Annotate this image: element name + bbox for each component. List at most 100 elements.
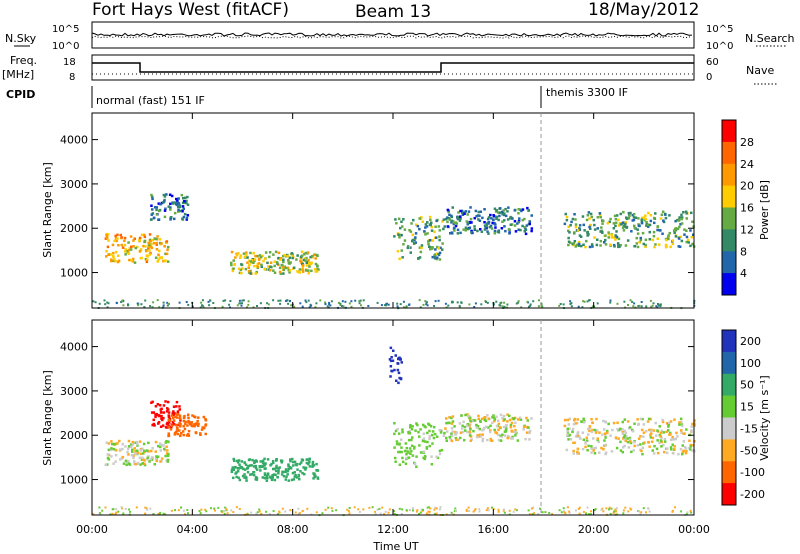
power-cell-3 (418, 256, 422, 259)
power-cell-0 (158, 249, 161, 253)
velocity-cell-3 (272, 461, 275, 464)
power-cell-1 (155, 213, 159, 216)
power-cell-3 (435, 257, 439, 261)
velocity-ground-cell (608, 506, 611, 509)
power-ground-cell (633, 302, 636, 305)
velocity-cell-3 (277, 467, 280, 470)
power-cell-3 (397, 217, 401, 221)
velocity-cell-0 (122, 462, 126, 465)
power-cell-0 (167, 245, 170, 249)
velocity-cell-0 (111, 442, 114, 446)
velocity-cell-3 (263, 472, 267, 475)
velocity-cell-1 (172, 423, 176, 426)
velocity-ground-cell (539, 507, 541, 510)
velocity-cell-2 (193, 424, 196, 428)
velocity-cell-2 (197, 416, 200, 419)
velocity-cell-6 (514, 416, 517, 420)
velocity-cell-6 (525, 431, 529, 434)
velocity-cell-7 (603, 432, 607, 435)
velocity-ground-cell (465, 510, 468, 512)
velocity-cell-3 (243, 473, 246, 476)
velocity-cell-3 (280, 473, 284, 476)
velocity-cell-6 (450, 416, 453, 420)
power-ground-cell (168, 302, 170, 305)
power-cell-4 (506, 218, 510, 221)
velocity-cell-5 (442, 434, 446, 437)
power-ytick-label-1: 2000 (60, 222, 88, 235)
power-swatch-3 (722, 185, 736, 208)
velocity-cell-0 (114, 460, 117, 463)
power-cell-5 (646, 223, 649, 227)
power-ground-cell (326, 305, 329, 308)
velocity-cell-7 (658, 425, 661, 428)
velocity-cell-3 (263, 467, 266, 470)
velocity-cell-7 (602, 419, 605, 423)
velocity-cell-2 (187, 434, 191, 437)
power-cell-4 (492, 215, 496, 218)
velocity-swatch-3 (722, 395, 736, 418)
velocity-cell-7 (688, 439, 691, 442)
velocity-cell-7 (576, 418, 579, 421)
velocity-cell-6 (510, 430, 514, 433)
velocity-cell-1 (162, 404, 166, 407)
velocity-ground-cell (277, 513, 279, 516)
velocity-ground-cell (514, 508, 517, 511)
velocity-ground-cell (393, 510, 395, 513)
power-cell-5 (599, 239, 603, 243)
velocity-cell-7 (637, 437, 641, 440)
velocity-cell-2 (204, 423, 208, 426)
velocity-cell-2 (172, 419, 176, 422)
power-cell-3 (438, 251, 442, 255)
velocity-cell-7 (615, 446, 619, 450)
power-cell-5 (666, 236, 670, 239)
velocity-ground-cell (527, 509, 530, 512)
power-cell-5 (689, 244, 692, 248)
velocity-cell-6 (498, 426, 502, 429)
velocity-cell-6 (489, 429, 492, 432)
power-cell-5 (635, 242, 638, 245)
velocity-ground-cell (246, 513, 249, 516)
power-cell-5 (617, 243, 620, 246)
power-ground-cell (433, 305, 436, 307)
velocity-ground-cell (563, 510, 566, 513)
power-cell-0 (139, 248, 143, 251)
power-cell-5 (588, 245, 592, 249)
power-cell-2 (296, 270, 299, 273)
power-cell-0 (138, 249, 142, 253)
power-cell-4 (459, 217, 462, 220)
power-cell-5 (674, 228, 677, 232)
power-cell-5 (677, 245, 680, 248)
velocity-cell-5 (406, 450, 409, 453)
velocity-cell-2 (183, 414, 186, 418)
velocity-ground-cell (627, 510, 630, 513)
power-cell-5 (685, 212, 688, 215)
power-cell-1 (181, 201, 185, 205)
power-cell-2 (268, 255, 271, 259)
velocity-cell-7 (693, 424, 696, 427)
velocity-cell-6 (525, 416, 528, 420)
power-cell-2 (308, 263, 311, 267)
velocity-cell-3 (312, 464, 316, 467)
power-cell-4 (511, 217, 514, 220)
power-cell-0 (150, 246, 154, 250)
velocity-ground-cell (187, 512, 189, 515)
power-cell-5 (574, 225, 578, 229)
velocity-cell-3 (311, 465, 314, 468)
power-cell-4 (513, 224, 517, 227)
power-cell-3 (439, 246, 442, 250)
power-cell-2 (316, 264, 319, 267)
velocity-cell-3 (266, 476, 269, 480)
velocity-cell-5 (409, 452, 412, 455)
velocity-ground-cell (435, 512, 438, 515)
velocity-cell-0 (105, 441, 109, 444)
power-ground-cell (528, 305, 530, 308)
xtick-label-5: 20:00 (578, 523, 610, 536)
power-cell-4 (523, 230, 526, 233)
velocity-cell-0 (155, 455, 158, 458)
power-ground-cell (241, 302, 243, 305)
power-cell-4 (446, 220, 449, 224)
velocity-cell-3 (300, 461, 303, 464)
velocity-cell-1 (175, 405, 178, 408)
power-cell-5 (572, 242, 575, 245)
